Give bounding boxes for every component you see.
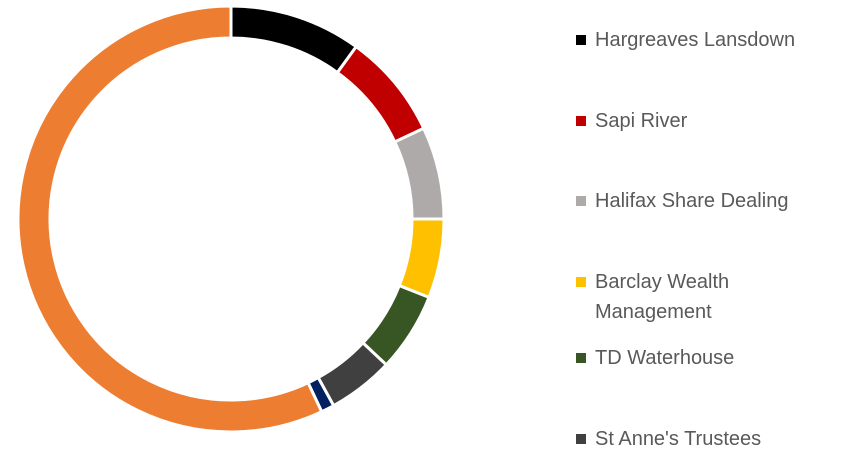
slice — [392, 126, 446, 221]
legend-item: TD Waterhouse — [576, 343, 826, 373]
legend-swatch — [576, 116, 586, 126]
legend-swatch — [576, 353, 586, 363]
legend-label: Halifax Share Dealing — [595, 190, 789, 212]
legend-label: St Anne's Trustees — [595, 428, 762, 450]
legend-swatch — [576, 434, 586, 444]
slice — [397, 217, 446, 300]
slice — [335, 44, 426, 144]
legend-label: Hargreaves Lansdown — [595, 29, 796, 51]
legend-item: Halifax Share Dealing — [576, 186, 826, 216]
legend-swatch — [576, 35, 586, 45]
legend-label: Barclay Wealth Management — [595, 271, 730, 323]
legend-swatch — [576, 277, 586, 287]
slice — [16, 4, 324, 434]
legend-item: Sapi River — [576, 106, 826, 136]
legend-label: Sapi River — [595, 110, 688, 132]
legend-item: Hargreaves Lansdown — [576, 25, 826, 55]
legend-item: St Anne's Trustees — [576, 424, 826, 454]
slice — [229, 4, 359, 75]
legend-label: TD Waterhouse — [595, 347, 735, 369]
legend-item: Barclay Wealth Management — [576, 267, 826, 327]
legend-swatch — [576, 196, 586, 206]
